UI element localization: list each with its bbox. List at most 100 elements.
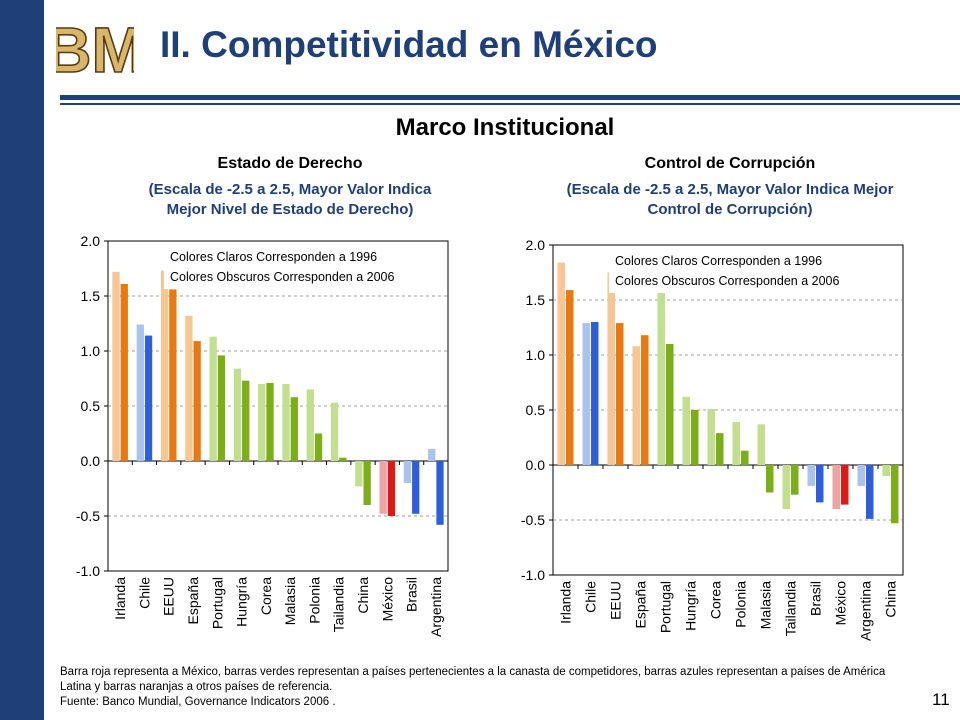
bar-1996 (557, 262, 565, 465)
bar-2006 (266, 382, 274, 461)
legend-box (609, 249, 899, 293)
category-label: Corea (708, 581, 724, 619)
y-tick-label: 1.0 (81, 343, 101, 359)
bar-2006 (242, 380, 250, 461)
bar-2006 (314, 433, 323, 461)
y-tick-label: 0.0 (81, 453, 101, 469)
chart2-subtitle: (Escala de -2.5 a 2.5, Mayor Valor Indic… (505, 180, 955, 220)
bar-2006 (290, 397, 298, 461)
bar-1996 (882, 465, 890, 476)
bar-2006 (193, 341, 201, 461)
bar-2006 (144, 335, 153, 461)
bar-1996 (355, 461, 363, 487)
section-subtitle: Marco Institucional (395, 114, 615, 141)
category-label: México (833, 581, 849, 626)
control-de-corrupcion-chart: 2.0 1.5 1.0 0.5 0.0 -0.5 -1.0 Irlanda Chile EEUU E… (521, 237, 904, 641)
bar-2006 (866, 465, 874, 519)
category-label: Chile (136, 577, 152, 609)
bar-1996 (258, 384, 266, 461)
y-tick-label: -0.5 (76, 508, 100, 524)
bar-1996 (657, 292, 665, 465)
y-tick-label: 2.0 (526, 237, 546, 253)
bar-1996 (233, 368, 242, 461)
bar-1996 (782, 465, 790, 509)
page-number: 11 (932, 690, 950, 709)
category-label: Polonia (733, 581, 749, 628)
bar-1996 (282, 384, 290, 461)
y-tick-label: 0.5 (81, 398, 101, 414)
category-label: Brasil (404, 577, 420, 612)
category-label: Hungría (234, 577, 250, 627)
bar-2006 (741, 450, 749, 465)
bar-1996 (707, 408, 715, 465)
bar-1996 (582, 323, 590, 465)
logo-monogram: BM (56, 14, 134, 84)
category-label: EEUU (608, 581, 624, 620)
y-tick-label: 0.5 (526, 402, 546, 418)
bar-2006 (791, 465, 799, 495)
bar-1996 (428, 448, 436, 461)
category-label: China (355, 577, 371, 614)
bar-1996 (160, 270, 169, 461)
bar-2006 (120, 283, 128, 461)
bar-1996 (757, 424, 765, 465)
title-rule (60, 95, 960, 100)
chart2-subtitle-line1: (Escala de -2.5 a 2.5, Mayor Valor Indic… (566, 181, 894, 198)
bar-2006 (387, 461, 396, 516)
y-tick-label: -1.0 (76, 563, 100, 579)
footnote-source: Fuente: Banco Mundial, Governance Indica… (60, 696, 336, 708)
bar-2006 (891, 465, 899, 524)
category-label: Argentina (428, 577, 444, 637)
category-label: Tailandia (783, 581, 799, 636)
category-label: Brasil (808, 581, 824, 616)
legend-entry: Colores Claros Corresponden a 1996 (170, 250, 377, 264)
bar-2006 (616, 323, 624, 465)
category-label: Chile (583, 581, 599, 613)
bar-1996 (209, 336, 217, 461)
category-label: EEUU (161, 577, 177, 616)
title-rule-thin (60, 103, 960, 105)
bar-1996 (832, 465, 840, 509)
bar-2006 (816, 465, 824, 503)
chart1-subtitle-line2: Mejor Nivel de Estado de Derecho) (166, 201, 414, 218)
bar-2006 (766, 465, 774, 493)
category-label: Malasia (282, 577, 298, 625)
category-label: España (633, 581, 649, 629)
bar-1996 (185, 315, 193, 461)
bar-2006 (666, 344, 674, 465)
category-label: España (185, 577, 201, 625)
chart1-subtitle-line1: (Escala de -2.5 a 2.5, Mayor Valor Indic… (148, 181, 432, 198)
y-tick-label: -1.0 (521, 567, 545, 583)
bar-1996 (112, 271, 120, 461)
legend-entry: Colores Obscuros Corresponden a 2006 (170, 270, 394, 284)
category-label: Irlanda (558, 581, 574, 624)
left-sidebar-band (0, 0, 44, 720)
bar-1996 (682, 396, 690, 465)
bar-1996 (857, 465, 865, 486)
chart1-subtitle: (Escala de -2.5 a 2.5, Mayor Valor Indic… (80, 180, 500, 220)
category-label: Corea (258, 577, 274, 615)
bar-1996 (306, 389, 314, 461)
bar-2006 (412, 461, 420, 514)
category-label: Argentina (858, 581, 874, 641)
legend-entry: Colores Claros Corresponden a 1996 (615, 254, 822, 268)
bar-2006 (591, 322, 599, 465)
category-label: China (883, 581, 899, 618)
y-tick-label: 0.0 (526, 457, 546, 473)
bar-2006 (716, 433, 724, 465)
category-label: México (379, 577, 395, 622)
category-label: Hungría (683, 581, 699, 631)
legend-entry: Colores Obscuros Corresponden a 2006 (615, 274, 839, 288)
bar-2006 (436, 461, 444, 525)
bar-1996 (330, 402, 339, 461)
category-label: Portugal (658, 581, 674, 633)
bar-1996 (403, 461, 412, 483)
y-tick-label: 2.0 (81, 233, 101, 249)
y-tick-label: 1.0 (526, 347, 546, 363)
bar-1996 (379, 461, 387, 514)
bar-1996 (732, 422, 740, 465)
estado-de-derecho-chart: 2.0 1.5 1.0 0.5 0.0 -0.5 -1.0 Irlanda Chile EEUU E… (76, 233, 449, 637)
bar-1996 (607, 272, 615, 465)
bar-1996 (632, 346, 640, 465)
bar-2006 (169, 289, 177, 461)
